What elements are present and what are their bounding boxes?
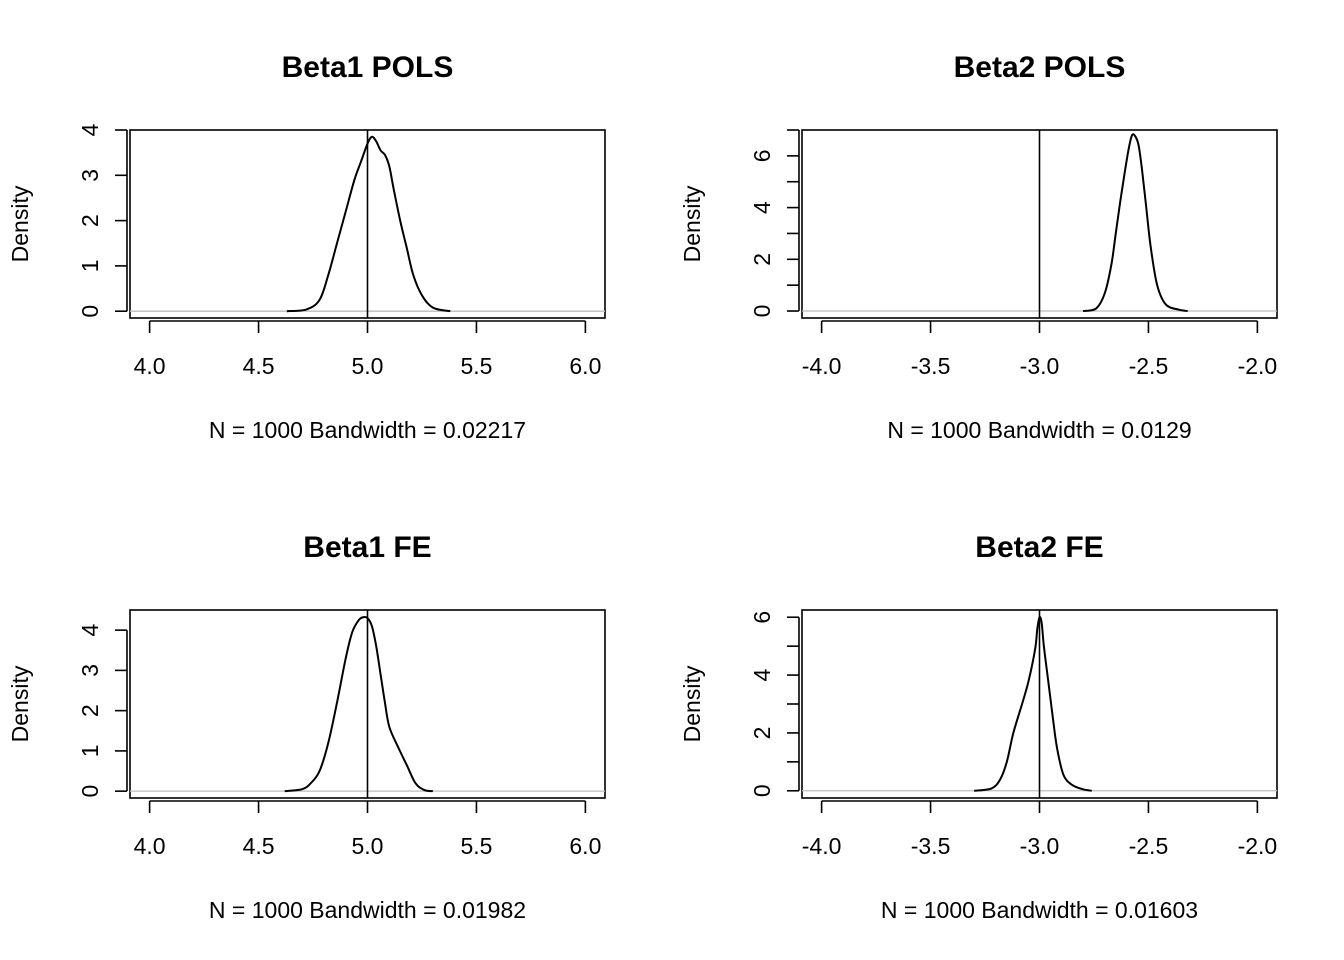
x-axis-subtitle: N = 1000 Bandwidth = 0.01982 [209,897,526,923]
x-tick-label: -3.0 [1020,833,1060,859]
y-tick-label: 0 [749,784,775,797]
y-axis-label: Density [679,665,705,742]
x-tick-label: 5.0 [352,833,384,859]
x-tick-label: 4.5 [243,353,275,379]
x-tick-label: 4.0 [134,353,166,379]
x-tick-label: -2.0 [1238,833,1278,859]
y-tick-label: 4 [77,624,103,637]
x-tick-label: -2.5 [1129,353,1169,379]
x-tick-label: 5.5 [460,833,492,859]
chart-title: Beta1 POLS [282,51,454,84]
x-tick-label: -3.0 [1020,353,1060,379]
x-tick-label: 5.0 [352,353,384,379]
x-tick-label: 4.0 [134,833,166,859]
density-curve-beta1-pols [286,135,451,313]
panel-beta1-fe: Beta1 FE 4.0 4.5 5.0 5.5 6.0 0 1 2 3 4 Density N = 1… [7,531,606,923]
y-tick-label: 1 [77,260,103,273]
y-tick-label: 6 [749,611,775,624]
density-curve-beta1-fe [284,615,434,793]
x-tick-label: -4.0 [802,353,842,379]
density-curve-beta2-fe [974,616,1092,792]
x-tick-label: 6.0 [569,833,601,859]
y-tick-label: 2 [749,253,775,266]
y-axis-label: Density [679,185,705,262]
y-tick-label: 1 [77,745,103,758]
panel-beta2-fe: Beta2 FE -4.0 -3.5 -3.0 -2.5 -2.0 0 2 4 6 Density N… [679,531,1278,923]
x-tick-label: 4.5 [243,833,275,859]
x-tick-label: -3.5 [911,833,951,859]
x-tick-label: -2.0 [1238,353,1278,379]
x-tick-label: -4.0 [802,833,842,859]
y-tick-label: 3 [77,664,103,677]
density-curve-beta2-pols [1082,133,1188,313]
y-axis-label: Density [7,185,33,262]
x-axis-subtitle: N = 1000 Bandwidth = 0.02217 [209,417,526,443]
x-axis-subtitle: N = 1000 Bandwidth = 0.0129 [887,417,1191,443]
chart-title: Beta2 POLS [954,51,1126,84]
y-tick-label: 2 [77,704,103,717]
y-tick-label: 3 [77,169,103,182]
x-tick-label: 6.0 [569,353,601,379]
chart-title: Beta2 FE [975,531,1103,564]
y-tick-label: 4 [749,201,775,214]
panel-beta2-pols: Beta2 POLS -4.0 -3.5 -3.0 -2.5 -2.0 0 2 4 6 Densit… [679,51,1278,443]
x-tick-label: -2.5 [1129,833,1169,859]
y-tick-label: 0 [77,305,103,318]
y-tick-label: 4 [77,123,103,136]
x-axis-subtitle: N = 1000 Bandwidth = 0.01603 [881,897,1198,923]
x-tick-label: -3.5 [911,353,951,379]
y-tick-label: 0 [749,305,775,318]
y-axis-label: Density [7,665,33,742]
chart-title: Beta1 FE [303,531,431,564]
panel-beta1-pols: Beta1 POLS 4.0 4.5 5.0 5.5 6.0 0 1 2 3 4 Density N =… [7,51,606,443]
x-tick-label: 5.5 [460,353,492,379]
y-tick-label: 0 [77,785,103,798]
y-tick-label: 2 [77,214,103,227]
y-tick-label: 2 [749,727,775,740]
y-tick-label: 4 [749,668,775,681]
y-tick-label: 6 [749,149,775,162]
